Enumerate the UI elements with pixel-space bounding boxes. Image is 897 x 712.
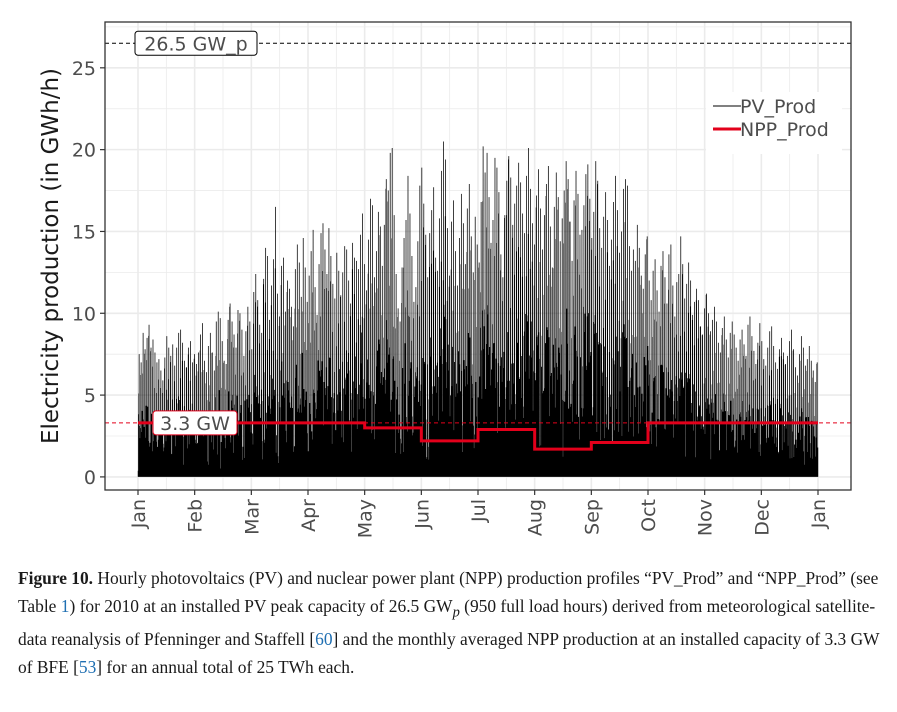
- x-tick-label: Jun: [411, 499, 433, 530]
- x-tick-label: Jan: [808, 499, 830, 529]
- citation-53-link[interactable]: 53: [78, 656, 97, 677]
- reference-lines: [105, 42, 851, 424]
- caption-text-4: ] and the monthly averaged NPP productio…: [18, 629, 880, 677]
- pv-peak-label: 26.5 GW_p: [144, 33, 247, 55]
- caption-text-5: ] for an annual total of 25 TWh each.: [96, 656, 355, 677]
- x-tick-label: Jul: [468, 499, 490, 523]
- npp-capacity-label: 3.3 GW: [160, 413, 230, 435]
- pv-prod-series: [137, 141, 819, 477]
- x-tick-label: Nov: [695, 499, 717, 536]
- y-tick-label: 5: [84, 385, 96, 407]
- x-tick-label: Oct: [638, 499, 660, 532]
- y-tick-label: 0: [84, 467, 96, 489]
- legend-background: [706, 92, 842, 154]
- npp-prod-series: [138, 421, 818, 451]
- pv-peak-label-box: [134, 30, 258, 56]
- annotations: 26.5 GW_p 3.3 GW: [134, 30, 258, 436]
- x-tick-label: Aug: [525, 499, 547, 536]
- figure-label: Figure 10.: [18, 568, 94, 588]
- x-tick-label: Mar: [241, 499, 263, 535]
- peak-subscript: p: [452, 603, 460, 620]
- citation-60-link[interactable]: 60: [315, 629, 333, 650]
- caption-text-2: ) for 2010 at an installed PV peak capac…: [69, 595, 453, 616]
- y-axis-label: Electricity production (in GWh/h): [38, 68, 64, 444]
- npp-prod-step-line: [138, 421, 818, 451]
- x-tick-label: Feb: [185, 499, 207, 533]
- caption-text-1: Hourly photovoltaics (PV) and nuclear po…: [18, 568, 879, 616]
- y-tick-label: 10: [72, 303, 96, 325]
- legend-pv-label: PV_Prod: [740, 96, 816, 118]
- x-tick-label: Dec: [751, 499, 773, 536]
- y-tick-label: 20: [72, 140, 96, 162]
- x-tick-label: May: [355, 499, 377, 538]
- figure-caption: Figure 10. Hourly photovoltaics (PV) and…: [18, 565, 886, 681]
- legend-npp-label: NPP_Prod: [740, 119, 829, 141]
- x-axis: Jan Feb Mar Apr May Jun Jul Aug Sep Oct Nov Dec Jan: [128, 490, 830, 538]
- x-tick-label: Sep: [581, 499, 603, 535]
- caption-text-3: (950 full load hours) derived from meteo…: [18, 595, 876, 650]
- chart-figure: 26.5 GW_p 3.3 GW 0 5 10 15 20 25 Jan Feb Mar Apr M…: [38, 21, 852, 538]
- npp-capacity-label-box: [152, 410, 238, 436]
- table-ref-link[interactable]: 1: [60, 595, 70, 616]
- y-tick-label: 25: [72, 58, 96, 80]
- y-axis: 0 5 10 15 20 25: [72, 58, 105, 489]
- pv-prod-hourly-line: [137, 141, 819, 477]
- x-tick-label: Apr: [298, 499, 320, 532]
- y-tick-label: 15: [72, 221, 96, 243]
- x-tick-label: Jan: [128, 499, 150, 529]
